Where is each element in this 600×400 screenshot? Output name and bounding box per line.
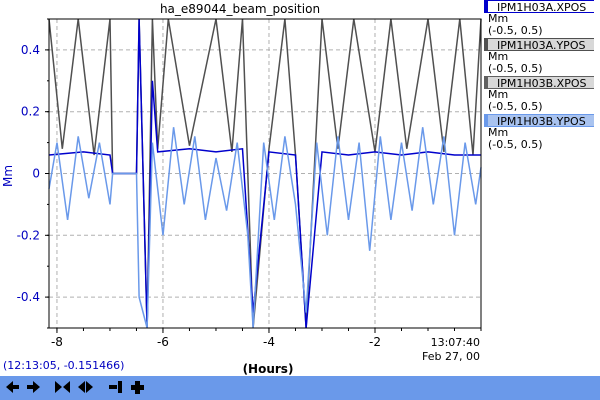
series-line-ipm1h03b-ypos (48, 127, 482, 329)
plus-icon (131, 381, 144, 394)
arrows-inward-icon (55, 381, 70, 393)
end-time-label: 13:07:40 Feb 27, 00 (422, 336, 480, 364)
chart-area[interactable]: -0.4 -0.2 0 0.2 0.4 -8 -6 -4 -2 Mm (0, 0, 600, 376)
legend-range: (-0.5, 0.5) (488, 100, 543, 113)
legend-unit: Mm (488, 126, 509, 139)
series-layer (48, 18, 482, 329)
x-tick-label: -2 (369, 335, 381, 349)
jump-to-end-button[interactable] (107, 379, 124, 396)
x-tick-label: -4 (263, 335, 275, 349)
x-tick-label: -8 (51, 335, 63, 349)
scroll-left-button[interactable] (4, 379, 21, 396)
add-plot-button[interactable] (129, 379, 146, 396)
legend-series-name[interactable]: IPM1H03B.XPOS (484, 76, 594, 90)
arrows-outward-icon (78, 381, 93, 393)
x-axis-label: (Hours) (242, 362, 294, 376)
legend-entry[interactable]: IPM1H03B.XPOS Mm (-0.5, 0.5) (484, 76, 600, 114)
legend-range: (-0.5, 0.5) (488, 138, 543, 151)
y-tick-label: -0.2 (17, 228, 40, 242)
legend-range: (-0.5, 0.5) (488, 24, 543, 37)
legend-series-name[interactable]: IPM1H03B.YPOS (484, 114, 594, 128)
cursor-readout: (12:13:05, -0.151466) (3, 359, 125, 372)
legend-series-name[interactable]: IPM1H03A.XPOS (484, 0, 594, 14)
legend-series-name[interactable]: IPM1H03A.YPOS (484, 38, 594, 52)
end-time: 13:07:40 (430, 336, 480, 349)
legend-range: (-0.5, 0.5) (488, 62, 543, 75)
end-date: Feb 27, 00 (422, 350, 480, 363)
scroll-right-button[interactable] (25, 379, 42, 396)
arrow-right-icon (27, 381, 40, 393)
legend-entry[interactable]: IPM1H03A.XPOS Mm (-0.5, 0.5) (484, 0, 600, 38)
legend: IPM1H03A.XPOS Mm (-0.5, 0.5) IPM1H03A.YPOS M… (484, 0, 600, 152)
axis-layer: -0.4 -0.2 0 0.2 0.4 -8 -6 -4 -2 (17, 18, 482, 349)
zoom-in-time-button[interactable] (54, 379, 71, 396)
legend-entry[interactable]: IPM1H03A.YPOS Mm (-0.5, 0.5) (484, 38, 600, 76)
legend-unit: Mm (488, 50, 509, 63)
y-tick-label: 0.4 (21, 43, 40, 57)
plot-title: ha_e89044_beam_position (159, 2, 321, 16)
y-tick-label: 0.2 (21, 105, 40, 119)
y-tick-label: 0 (32, 167, 40, 181)
legend-unit: Mm (488, 12, 509, 25)
arrow-left-icon (6, 381, 19, 393)
legend-entry[interactable]: IPM1H03B.YPOS Mm (-0.5, 0.5) (484, 114, 600, 152)
x-tick-label: -6 (157, 335, 169, 349)
y-tick-label: -0.4 (17, 290, 40, 304)
toolbar (0, 376, 600, 400)
y-axis-label: Mm (1, 165, 15, 187)
zoom-out-time-button[interactable] (77, 379, 94, 396)
bar-right-icon (109, 381, 122, 393)
legend-unit: Mm (488, 88, 509, 101)
